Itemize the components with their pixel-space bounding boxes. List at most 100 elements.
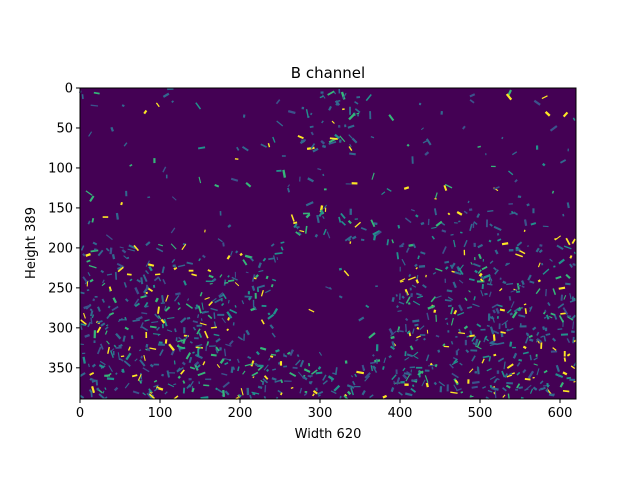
heatmap-texture-mark (405, 247, 410, 253)
heatmap-texture-mark (487, 389, 493, 393)
heatmap-texture-mark (505, 93, 513, 101)
heatmap-texture-mark (559, 381, 564, 388)
heatmap-texture-mark (176, 366, 184, 373)
heatmap-texture-mark (572, 117, 576, 121)
heatmap-texture-mark (535, 288, 541, 295)
heatmap-texture-mark (226, 328, 230, 332)
heatmap-texture-mark (177, 346, 181, 352)
heatmap-texture-mark (104, 387, 107, 390)
heatmap-texture-mark (573, 251, 576, 255)
heatmap-texture-mark (315, 371, 323, 375)
heatmap-texture-mark (209, 282, 213, 285)
heatmap-texture-mark (270, 353, 277, 356)
heatmap-texture-mark (406, 353, 414, 358)
heatmap-texture-mark (79, 394, 85, 399)
heatmap-texture-mark (488, 239, 492, 243)
heatmap-texture-mark (111, 305, 119, 312)
heatmap-texture-mark (162, 92, 170, 98)
heatmap-texture-mark (149, 363, 154, 368)
heatmap-texture-mark (297, 135, 304, 140)
heatmap-texture-mark (237, 336, 244, 341)
heatmap-texture-mark (96, 326, 102, 334)
heatmap-texture-mark (177, 264, 186, 268)
heatmap-texture-mark (542, 268, 550, 275)
heatmap-texture-mark (225, 343, 232, 347)
heatmap-texture-mark (497, 304, 503, 308)
heatmap-texture-mark (390, 330, 397, 337)
heatmap-texture-mark (142, 392, 146, 396)
heatmap-texture-mark (91, 385, 96, 394)
heatmap-texture-mark (493, 225, 502, 231)
heatmap-texture-mark (277, 361, 281, 365)
heatmap-texture-mark (317, 394, 321, 397)
heatmap-texture-mark (518, 386, 524, 390)
heatmap-texture-mark (569, 263, 573, 268)
heatmap-texture-mark (451, 372, 459, 379)
heatmap-texture-mark (417, 255, 420, 260)
heatmap-texture-mark (303, 392, 308, 396)
heatmap-texture-mark (247, 296, 252, 301)
heatmap-texture-mark (349, 143, 352, 148)
heatmap-texture-mark (422, 284, 427, 289)
heatmap-texture-mark (535, 247, 540, 253)
heatmap-texture-mark (121, 104, 125, 108)
heatmap-texture-mark (143, 109, 148, 115)
heatmap-texture-mark (416, 335, 422, 339)
heatmap-texture-mark (348, 146, 353, 152)
heatmap-texture-mark (119, 246, 124, 249)
heatmap-texture-mark (87, 321, 92, 328)
heatmap-texture-mark (99, 360, 106, 366)
heatmap-texture-mark (542, 162, 546, 167)
heatmap-texture-mark (505, 384, 511, 389)
heatmap-texture-mark (562, 307, 569, 315)
heatmap-texture-mark (117, 352, 121, 361)
heatmap-texture-mark (166, 329, 173, 333)
heatmap-texture-mark (434, 363, 438, 368)
heatmap-texture-mark (140, 355, 143, 359)
heatmap-texture-mark (267, 143, 271, 148)
heatmap-texture-mark (412, 243, 417, 249)
heatmap-texture-mark (398, 301, 405, 305)
heatmap-texture-mark (221, 372, 228, 376)
heatmap-texture-mark (462, 125, 466, 130)
heatmap-texture-mark (476, 213, 481, 219)
heatmap-texture-mark (507, 327, 514, 332)
heatmap-texture-mark (180, 369, 185, 375)
heatmap-texture-mark (548, 393, 555, 397)
heatmap-texture-mark (207, 269, 212, 273)
heatmap-texture-mark (415, 266, 418, 270)
heatmap-texture-mark (468, 290, 471, 293)
heatmap-texture-mark (126, 256, 130, 260)
heatmap-texture-mark (270, 355, 274, 358)
heatmap-texture-mark (293, 223, 298, 229)
heatmap-texture-mark (310, 131, 314, 136)
heatmap-texture-mark (182, 338, 186, 344)
heatmap-texture-mark (253, 277, 257, 280)
heatmap-background (80, 88, 576, 399)
heatmap-texture-mark (272, 278, 277, 282)
heatmap-texture-mark (414, 263, 418, 268)
heatmap-texture-mark (470, 262, 473, 265)
heatmap-texture-mark (148, 388, 153, 393)
heatmap-texture-mark (527, 274, 532, 281)
heatmap-texture-mark (111, 254, 116, 260)
heatmap-texture-mark (280, 246, 284, 251)
heatmap-texture-mark (390, 387, 395, 393)
heatmap-texture-mark (447, 296, 454, 301)
heatmap-texture-mark (437, 349, 441, 353)
heatmap-texture-mark (360, 227, 367, 231)
heatmap-texture-mark (522, 369, 527, 374)
heatmap-texture-mark (138, 349, 142, 352)
heatmap-texture-mark (541, 95, 548, 100)
heatmap-texture-mark (165, 294, 169, 302)
heatmap-texture-mark (493, 267, 497, 271)
heatmap-texture-mark (229, 308, 238, 314)
heatmap-texture-mark (572, 263, 577, 266)
heatmap-texture-mark (117, 317, 123, 323)
heatmap-texture-mark (543, 335, 547, 342)
heatmap-texture-mark (340, 220, 346, 226)
heatmap-texture-mark (539, 380, 544, 385)
heatmap-texture-mark (334, 133, 341, 140)
heatmap-texture-mark (113, 344, 117, 348)
heatmap-texture-mark (100, 269, 105, 274)
